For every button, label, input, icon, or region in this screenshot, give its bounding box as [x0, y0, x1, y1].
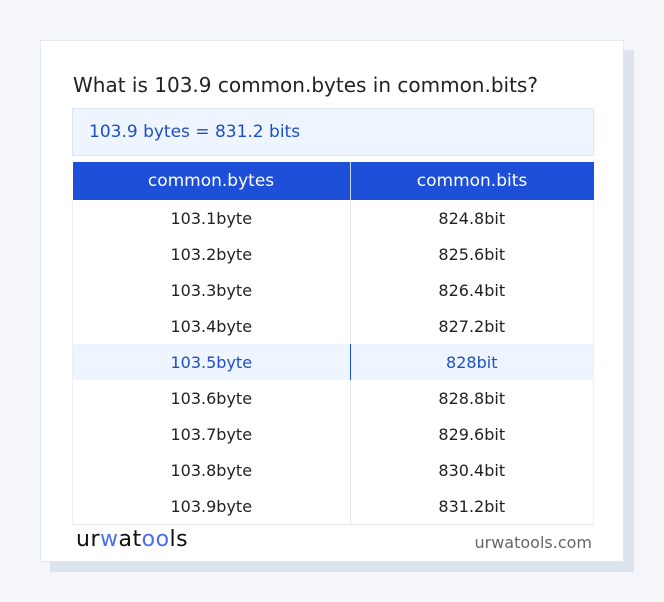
urwatools-logo[interactable]: urwatools [76, 527, 189, 552]
conversion-table: common.bytes common.bits 103.1byte 824.8b… [72, 162, 594, 525]
bytes-cell: 103.6byte [72, 380, 351, 416]
site-link[interactable]: urwatools.com [474, 533, 593, 552]
column-header-bytes: common.bytes [72, 162, 351, 200]
column-header-bits: common.bits [350, 162, 594, 200]
bits-cell: 826.4bit [438, 280, 506, 300]
table-row: 103.3byte 826.4bit [72, 272, 594, 308]
bits-cell: 830.4bit [438, 460, 506, 480]
page-title: What is 103.9 common.bytes in common.bit… [73, 73, 538, 97]
result-box: 103.9 bytes = 831.2 bits [72, 108, 594, 156]
bytes-cell: 103.7byte [72, 416, 351, 452]
converter-card: What is 103.9 common.bytes in common.bit… [40, 40, 624, 562]
table-row: 103.2byte 825.6bit [72, 236, 594, 272]
table-row: 103.8byte 830.4bit [72, 452, 594, 488]
bytes-cell: 103.5byte [72, 344, 351, 380]
bits-cell: 828.8bit [438, 388, 506, 408]
bytes-cell: 103.3byte [72, 272, 351, 308]
table-row: 103.9byte 831.2bit [72, 488, 594, 525]
table-row: 103.5byte 828bit [72, 344, 594, 380]
bits-cell: 825.6bit [438, 244, 506, 264]
bytes-cell: 103.2byte [72, 236, 351, 272]
table-row: 103.4byte 827.2bit [72, 308, 594, 344]
bytes-cell: 103.9byte [72, 488, 351, 525]
table-row: 103.1byte 824.8bit [72, 200, 594, 236]
bytes-cell: 103.8byte [72, 452, 351, 488]
table-row: 103.6byte 828.8bit [72, 380, 594, 416]
bytes-cell: 103.1byte [72, 200, 351, 236]
bits-cell: 827.2bit [438, 316, 506, 336]
bits-cell: 828bit [350, 344, 594, 380]
table-row: 103.7byte 829.6bit [72, 416, 594, 452]
bits-cell: 829.6bit [438, 424, 506, 444]
bytes-cell: 103.4byte [72, 308, 351, 344]
bits-cell: 824.8bit [438, 208, 506, 228]
bits-cell: 831.2bit [438, 496, 506, 516]
